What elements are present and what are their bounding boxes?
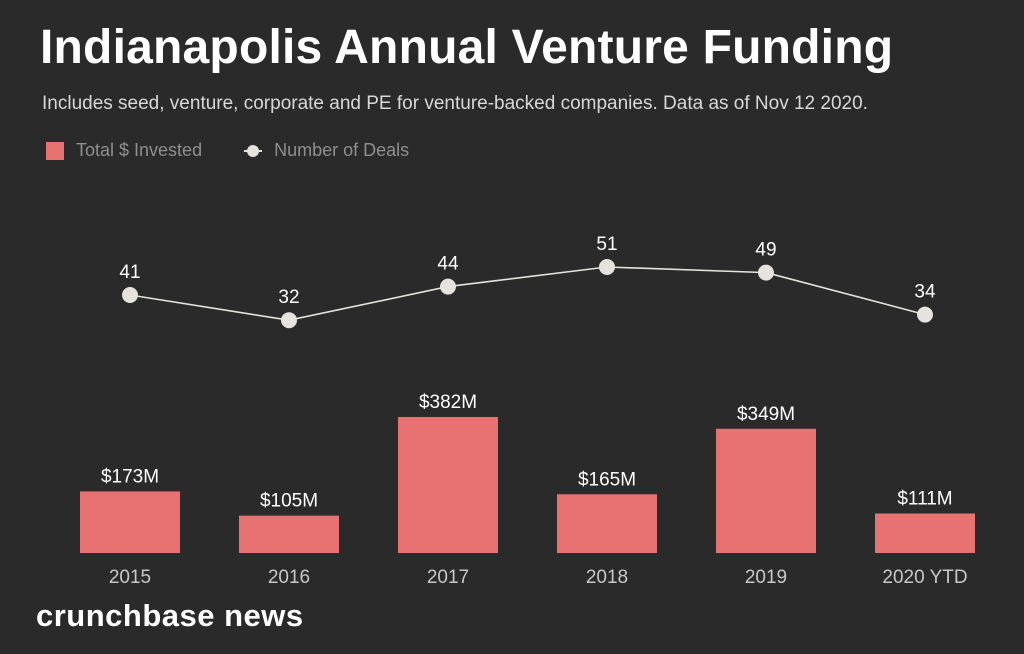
chart-subtitle: Includes seed, venture, corporate and PE… xyxy=(42,93,868,114)
deals-line xyxy=(129,266,926,322)
bar-value-label-3: $165M xyxy=(578,469,636,490)
deals-point-0 xyxy=(122,287,138,303)
bar-2 xyxy=(398,417,498,553)
x-tick-label-1: 2016 xyxy=(268,567,310,588)
bar-1 xyxy=(239,515,339,553)
chart-area: $173M 2015 $105M 2016 $382M 2017 $165M 2018 $349… xyxy=(80,234,975,588)
x-tick-label-3: 2018 xyxy=(586,567,628,588)
x-tick-label-4: 2019 xyxy=(745,567,787,588)
bar-value-label-5: $111M xyxy=(897,488,952,509)
deals-value-label-5: 34 xyxy=(914,282,936,303)
bar-5 xyxy=(875,513,975,553)
deals-point-5 xyxy=(917,306,933,323)
crunchbase-news-logo: crunchbase news xyxy=(36,598,304,633)
bar-value-label-4: $349M xyxy=(737,404,795,425)
legend: Total $ Invested Number of Deals xyxy=(46,140,451,161)
deals-value-label-2: 44 xyxy=(437,254,459,275)
x-tick-label-5: 2020 YTD xyxy=(882,567,967,588)
legend-bar-swatch xyxy=(46,141,64,160)
deals-point-3 xyxy=(599,259,615,275)
legend-label-deals: Number of Deals xyxy=(274,140,410,160)
bar-0 xyxy=(80,491,180,553)
legend-item-invested: Total $ Invested xyxy=(46,140,202,161)
bar-4 xyxy=(716,428,816,553)
legend-line-swatch xyxy=(244,142,263,160)
deals-point-2 xyxy=(440,278,456,295)
bar-value-label-1: $105M xyxy=(260,491,318,512)
legend-item-deals: Number of Deals xyxy=(244,140,409,161)
legend-label-invested: Total $ Invested xyxy=(76,140,203,160)
bar-value-label-2: $382M xyxy=(419,392,477,413)
deals-point-4 xyxy=(758,264,774,281)
deals-point-1 xyxy=(281,312,297,329)
bar-value-label-0: $173M xyxy=(101,466,159,487)
deals-value-label-0: 41 xyxy=(119,262,140,283)
x-tick-label-2: 2017 xyxy=(427,567,469,588)
deals-value-label-4: 49 xyxy=(755,240,776,261)
x-tick-label-0: 2015 xyxy=(109,567,151,588)
deals-value-label-1: 32 xyxy=(278,287,299,308)
bar-3 xyxy=(557,494,657,553)
chart-title: Indianapolis Annual Venture Funding xyxy=(40,21,894,74)
deals-value-label-3: 51 xyxy=(596,234,617,255)
